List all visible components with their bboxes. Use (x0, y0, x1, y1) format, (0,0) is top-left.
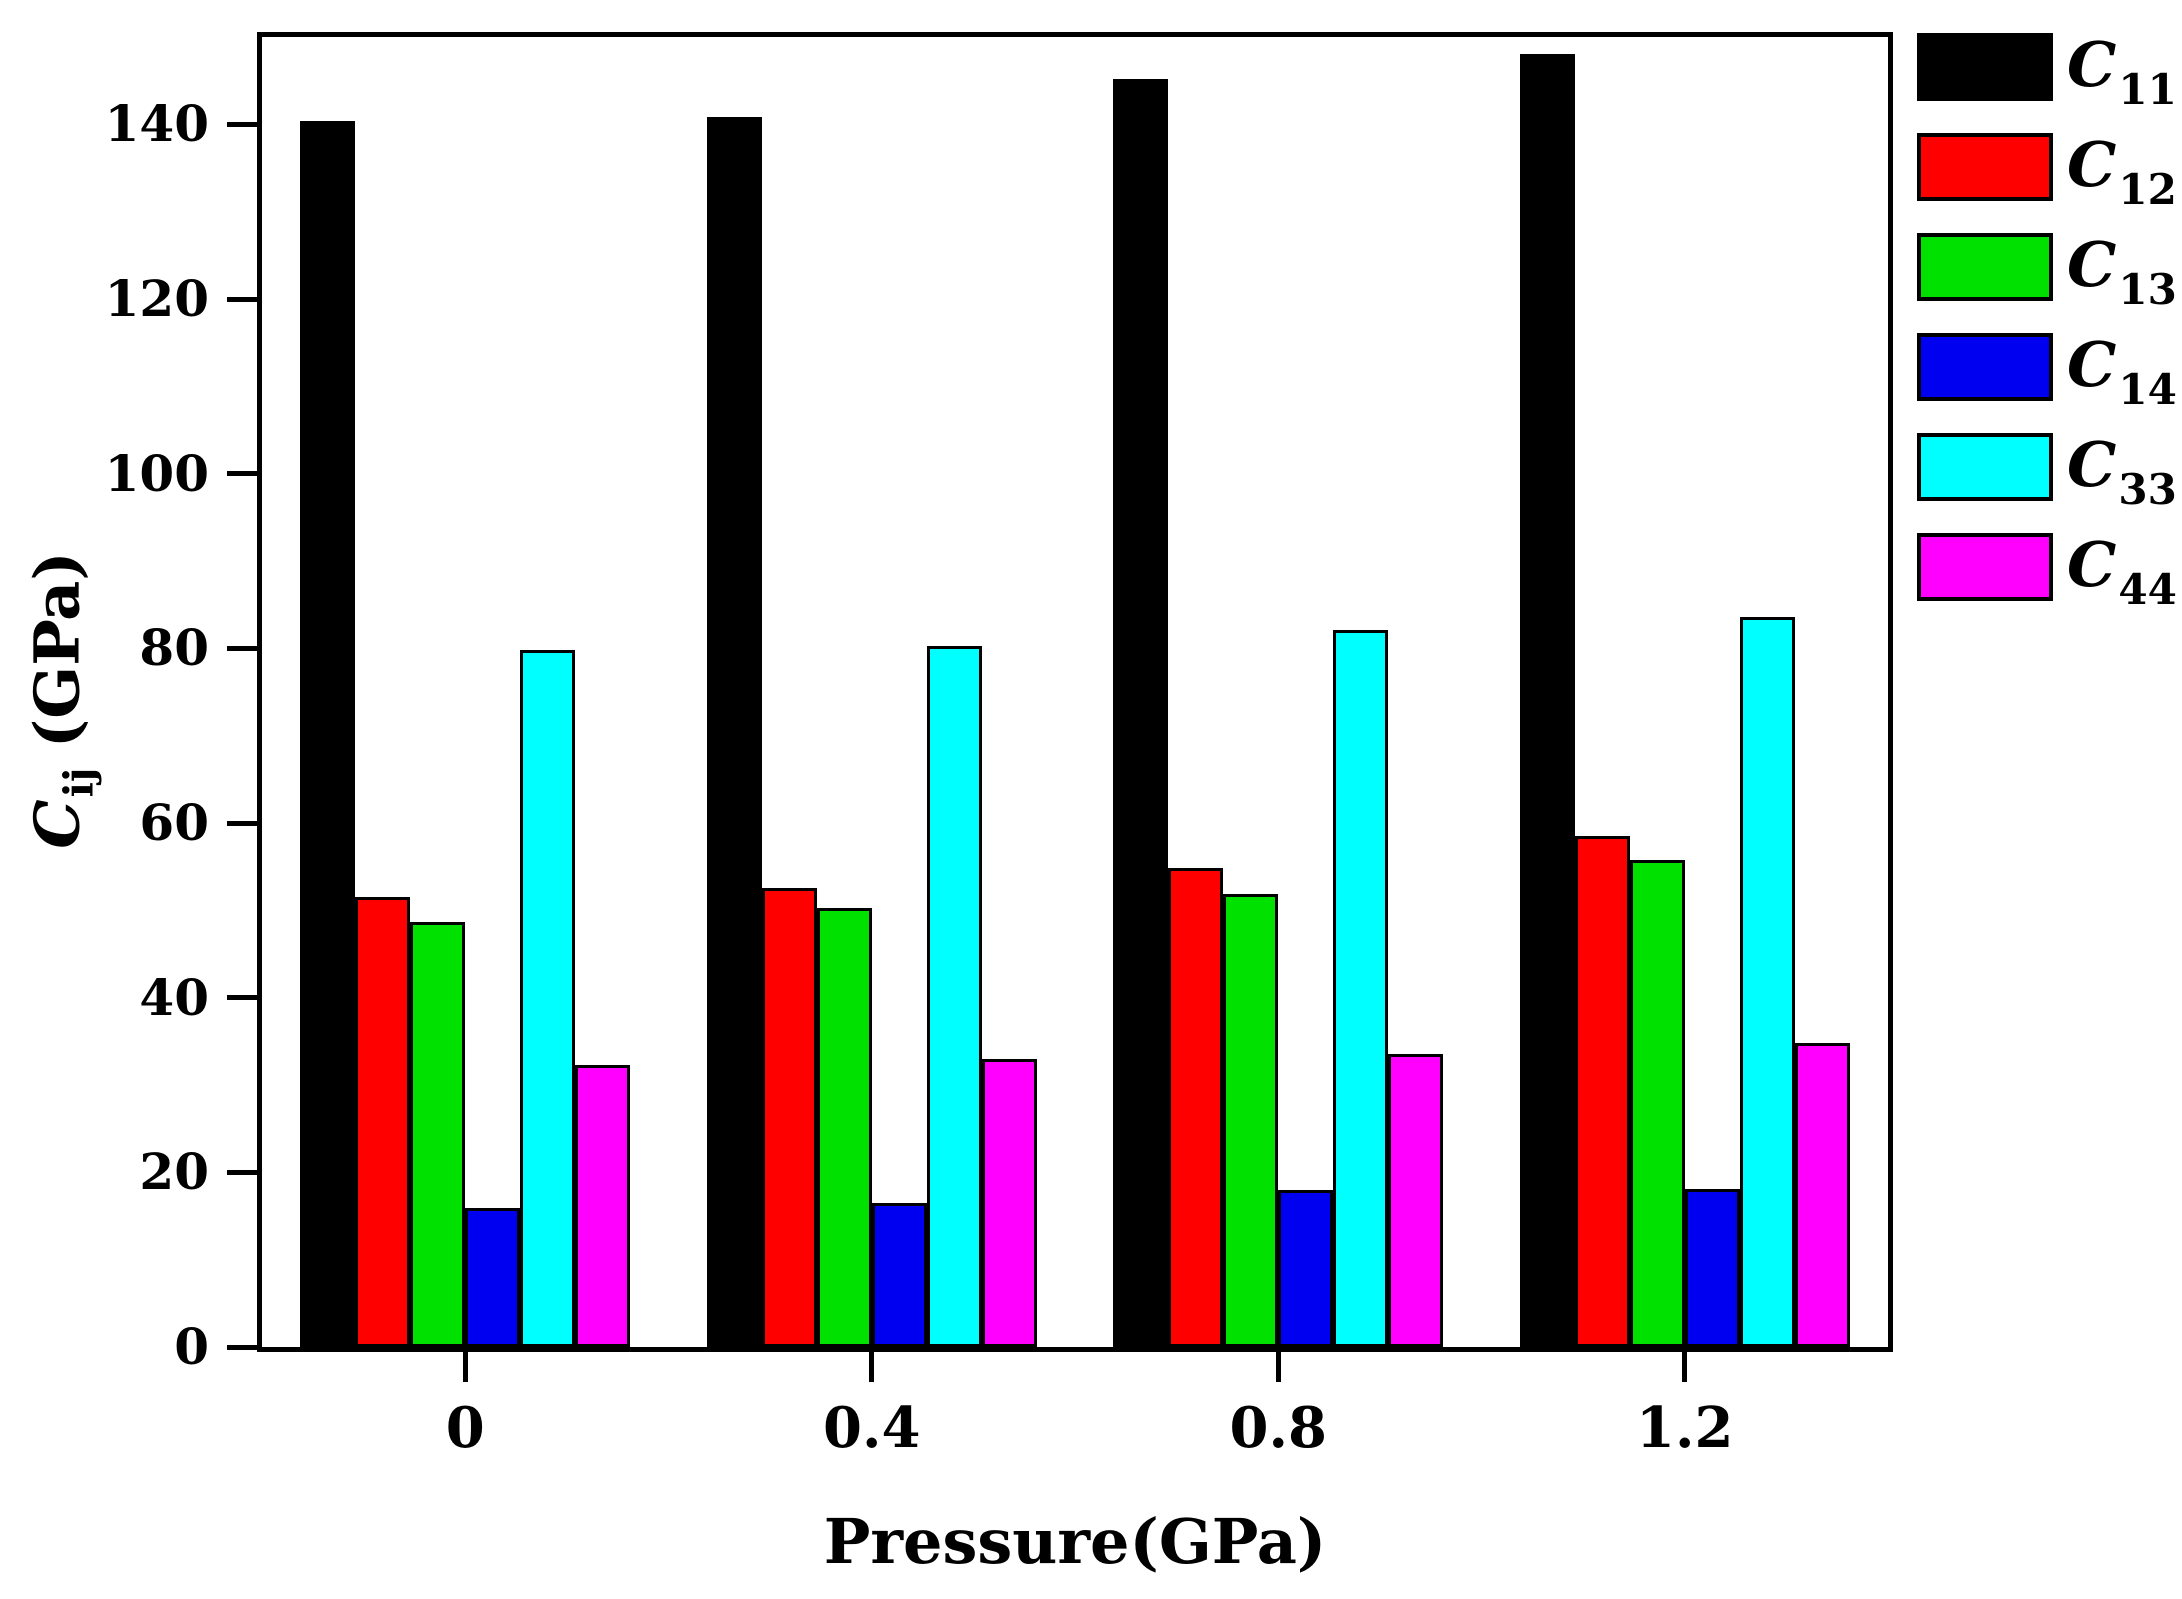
x-tick-label: 1.2 (1636, 1395, 1734, 1461)
x-tick-label: 0 (445, 1395, 485, 1461)
y-tick-mark (227, 296, 257, 302)
bar-C33-group3 (1333, 629, 1389, 1347)
bar-C13-group2 (816, 907, 872, 1347)
bar-C13-group3 (1223, 893, 1279, 1347)
legend-swatch-C33 (1917, 433, 2053, 501)
legend-label-C14: C14 (2067, 328, 2177, 415)
bar-C44-group2 (981, 1058, 1037, 1347)
legend-swatch-C44 (1917, 533, 2053, 601)
bar-C14-group2 (871, 1202, 927, 1347)
bar-C14-group3 (1278, 1189, 1334, 1347)
legend-label-symbol: C (2067, 428, 2117, 501)
y-tick-mark (227, 1344, 257, 1350)
y-tick-mark (227, 471, 257, 477)
legend-label-subscript: 12 (2118, 165, 2177, 214)
y-tick-label: 100 (104, 443, 209, 503)
bar-C12-group3 (1168, 867, 1224, 1347)
y-tick-mark (227, 820, 257, 826)
x-tick-label: 0.4 (823, 1395, 921, 1461)
y-tick-label: 20 (139, 1142, 209, 1202)
bar-C12-group1 (355, 897, 411, 1347)
y-tick-label: 120 (104, 269, 209, 328)
y-tick-label: 0 (174, 1317, 209, 1376)
bar-C33-group1 (520, 650, 576, 1347)
x-tick-mark (1275, 1352, 1281, 1382)
y-tick-label: 140 (104, 94, 209, 154)
x-tick-label: 0.8 (1229, 1395, 1327, 1461)
x-tick-mark (869, 1352, 875, 1382)
bar-C13-group1 (410, 921, 466, 1347)
legend-swatch-C14 (1917, 333, 2053, 401)
bar-C11-group2 (706, 117, 762, 1347)
bar-C33-group2 (926, 645, 982, 1347)
bar-C14-group1 (465, 1208, 521, 1347)
bar-C11-group3 (1113, 78, 1169, 1347)
legend-label-C44: C44 (2067, 528, 2177, 615)
y-tick-mark (227, 1169, 257, 1175)
legend-label-symbol: C (2067, 328, 2117, 401)
bar-C44-group4 (1794, 1043, 1850, 1347)
legend-swatch-C11 (1917, 33, 2053, 101)
legend-label-C13: C13 (2067, 228, 2177, 315)
bar-C11-group1 (300, 120, 356, 1347)
legend-label-subscript: 14 (2118, 365, 2177, 414)
y-tick-mark (227, 645, 257, 651)
bar-C44-group3 (1388, 1054, 1444, 1347)
bar-C44-group1 (575, 1064, 631, 1347)
bar-C33-group4 (1739, 616, 1795, 1347)
legend-label-subscript: 33 (2118, 465, 2177, 514)
legend-label-C12: C12 (2067, 128, 2177, 215)
x-tick-mark (462, 1352, 468, 1382)
y-tick-mark (227, 121, 257, 127)
bar-C12-group4 (1574, 836, 1630, 1347)
legend-swatch-C12 (1917, 133, 2053, 201)
legend-label-symbol: C (2067, 28, 2117, 101)
legend-label-symbol: C (2067, 528, 2117, 601)
legend-label-subscript: 13 (2118, 265, 2177, 314)
y-tick-label: 80 (139, 618, 209, 678)
legend-label-C11: C11 (2067, 28, 2177, 115)
legend-label-symbol: C (2067, 228, 2117, 301)
bar-C12-group2 (761, 887, 817, 1347)
x-axis-title: Pressure(GPa) (823, 1505, 1327, 1578)
legend-label-subscript: 44 (2118, 565, 2177, 614)
x-tick-mark (1682, 1352, 1688, 1382)
bar-C14-group4 (1684, 1188, 1740, 1347)
y-tick-mark (227, 995, 257, 1001)
y-tick-label: 40 (139, 967, 209, 1027)
bar-C11-group4 (1519, 54, 1575, 1347)
legend-swatch-C13 (1917, 233, 2053, 301)
legend-label-subscript: 11 (2118, 65, 2177, 114)
bar-C13-group4 (1629, 859, 1685, 1347)
legend-label-C33: C33 (2067, 428, 2177, 515)
y-axis-title-subscript: ij (55, 767, 103, 798)
legend-label-symbol: C (2067, 128, 2117, 201)
y-tick-label: 60 (139, 793, 209, 852)
